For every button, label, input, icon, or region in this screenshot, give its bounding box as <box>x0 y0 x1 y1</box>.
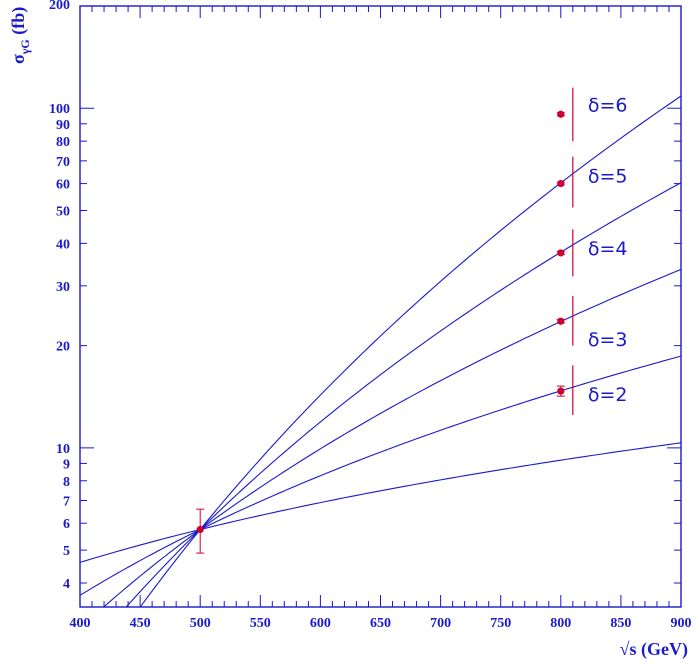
x-tick-label: 500 <box>190 616 211 631</box>
series-label: δ=5 <box>588 165 628 187</box>
y-tick-label: 200 <box>49 0 70 13</box>
data-point <box>557 179 565 188</box>
axis-ticks <box>79 5 682 607</box>
series-label: δ=4 <box>588 238 628 260</box>
series-label: δ=3 <box>588 329 628 351</box>
y-tick-label: 30 <box>56 280 70 295</box>
x-tick-label: 600 <box>310 616 331 631</box>
y-tick-label: 6 <box>63 517 70 532</box>
series-labels: δ=2 δ=3 δ=4 δ=5 δ=6 <box>588 94 628 406</box>
series-lines <box>80 95 681 607</box>
y-tick-label: 7 <box>63 494 70 509</box>
series-label: δ=6 <box>588 94 628 116</box>
y-tick-label: 90 <box>56 118 70 133</box>
x-tick-label: 400 <box>70 616 91 631</box>
x-tick-label: 550 <box>250 616 271 631</box>
series-line <box>80 355 681 596</box>
y-tick-label: 9 <box>63 457 70 472</box>
data-point <box>557 110 565 118</box>
x-tick-label: 750 <box>490 616 511 631</box>
data-point <box>196 525 204 534</box>
data-points <box>196 110 565 554</box>
y-tick-label: 50 <box>56 204 70 219</box>
x-tick-label: 800 <box>550 616 571 631</box>
y-tick-label: 80 <box>56 135 70 150</box>
y-tick-label: 10 <box>56 442 70 457</box>
data-point <box>557 249 565 257</box>
x-tick-label: 700 <box>430 616 451 631</box>
y-tick-label: 100 <box>49 102 70 117</box>
series-line <box>139 95 681 607</box>
series-label: δ=2 <box>588 384 628 406</box>
axis-tick-labels: 400 450 500 550 600 650 700 750 800 850 9004567891… <box>49 0 692 631</box>
y-tick-label: 8 <box>63 475 70 490</box>
y-tick-label: 60 <box>56 178 70 193</box>
y-tick-label: 40 <box>56 237 70 252</box>
x-axis-label: √s (GeV) <box>620 639 688 660</box>
y-axis-label: σγG (fb) <box>8 7 32 64</box>
y-tick-label: 4 <box>63 577 70 592</box>
y-tick-label: 70 <box>56 155 70 170</box>
x-tick-label: 450 <box>130 616 151 631</box>
x-tick-label: 900 <box>671 616 692 631</box>
series-line <box>80 442 681 563</box>
series-line <box>102 268 681 607</box>
data-point <box>557 387 565 395</box>
x-tick-label: 650 <box>370 616 391 631</box>
y-tick-label: 5 <box>63 544 70 559</box>
x-tick-label: 850 <box>610 616 631 631</box>
series-line <box>125 182 681 607</box>
data-point <box>557 317 565 325</box>
svg-text:σγG (fb): σγG (fb) <box>8 7 32 64</box>
y-tick-label: 20 <box>56 340 70 355</box>
